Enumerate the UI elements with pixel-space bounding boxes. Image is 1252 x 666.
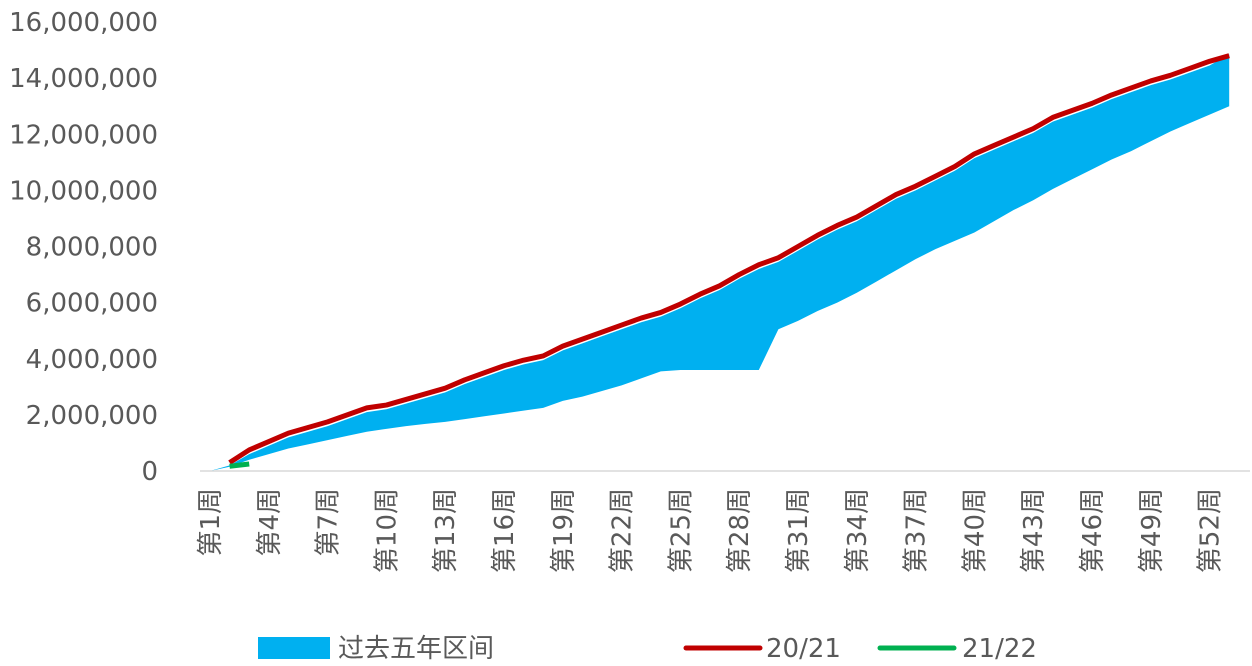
x-tick-label: 第1周 [196,488,226,557]
x-tick-label: 第19周 [549,488,579,573]
x-tick-label: 第7周 [314,488,344,557]
x-tick-label: 第25周 [666,488,696,573]
y-tick-label: 6,000,000 [26,289,158,319]
x-tick-label: 第22周 [608,488,638,573]
y-tick-label: 14,000,000 [9,64,158,94]
line-series [228,53,1230,465]
x-tick-label: 第52周 [1196,488,1226,573]
legend-label: 过去五年区间 [338,634,494,662]
y-tick-label: 0 [141,457,158,487]
line-series [229,461,250,469]
x-tick-label: 第13周 [431,488,461,573]
x-tick-label: 第37周 [902,488,932,573]
x-tick-label: 第34周 [843,488,873,573]
x-tick-label: 第28周 [725,488,755,573]
y-tick-label: 16,000,000 [9,8,158,38]
x-tick-label: 第16周 [490,488,520,573]
range-band [210,54,1230,471]
y-tick-label: 12,000,000 [9,120,158,150]
y-tick-label: 10,000,000 [9,176,158,206]
y-tick-label: 4,000,000 [26,345,158,375]
x-tick-label: 第10周 [372,488,402,573]
x-tick-label: 第40周 [960,488,990,573]
y-tick-label: 8,000,000 [26,233,158,263]
x-tick-label: 第31周 [784,488,814,573]
legend-label: 20/21 [766,634,841,662]
y-tick-label: 2,000,000 [26,401,158,431]
x-tick-label: 第46周 [1078,488,1108,573]
legend-label: 21/22 [962,634,1037,662]
x-tick-label: 第49周 [1137,488,1167,573]
x-tick-label: 第43周 [1019,488,1049,573]
x-tick-label: 第4周 [255,488,285,557]
legend-swatch [258,637,330,659]
